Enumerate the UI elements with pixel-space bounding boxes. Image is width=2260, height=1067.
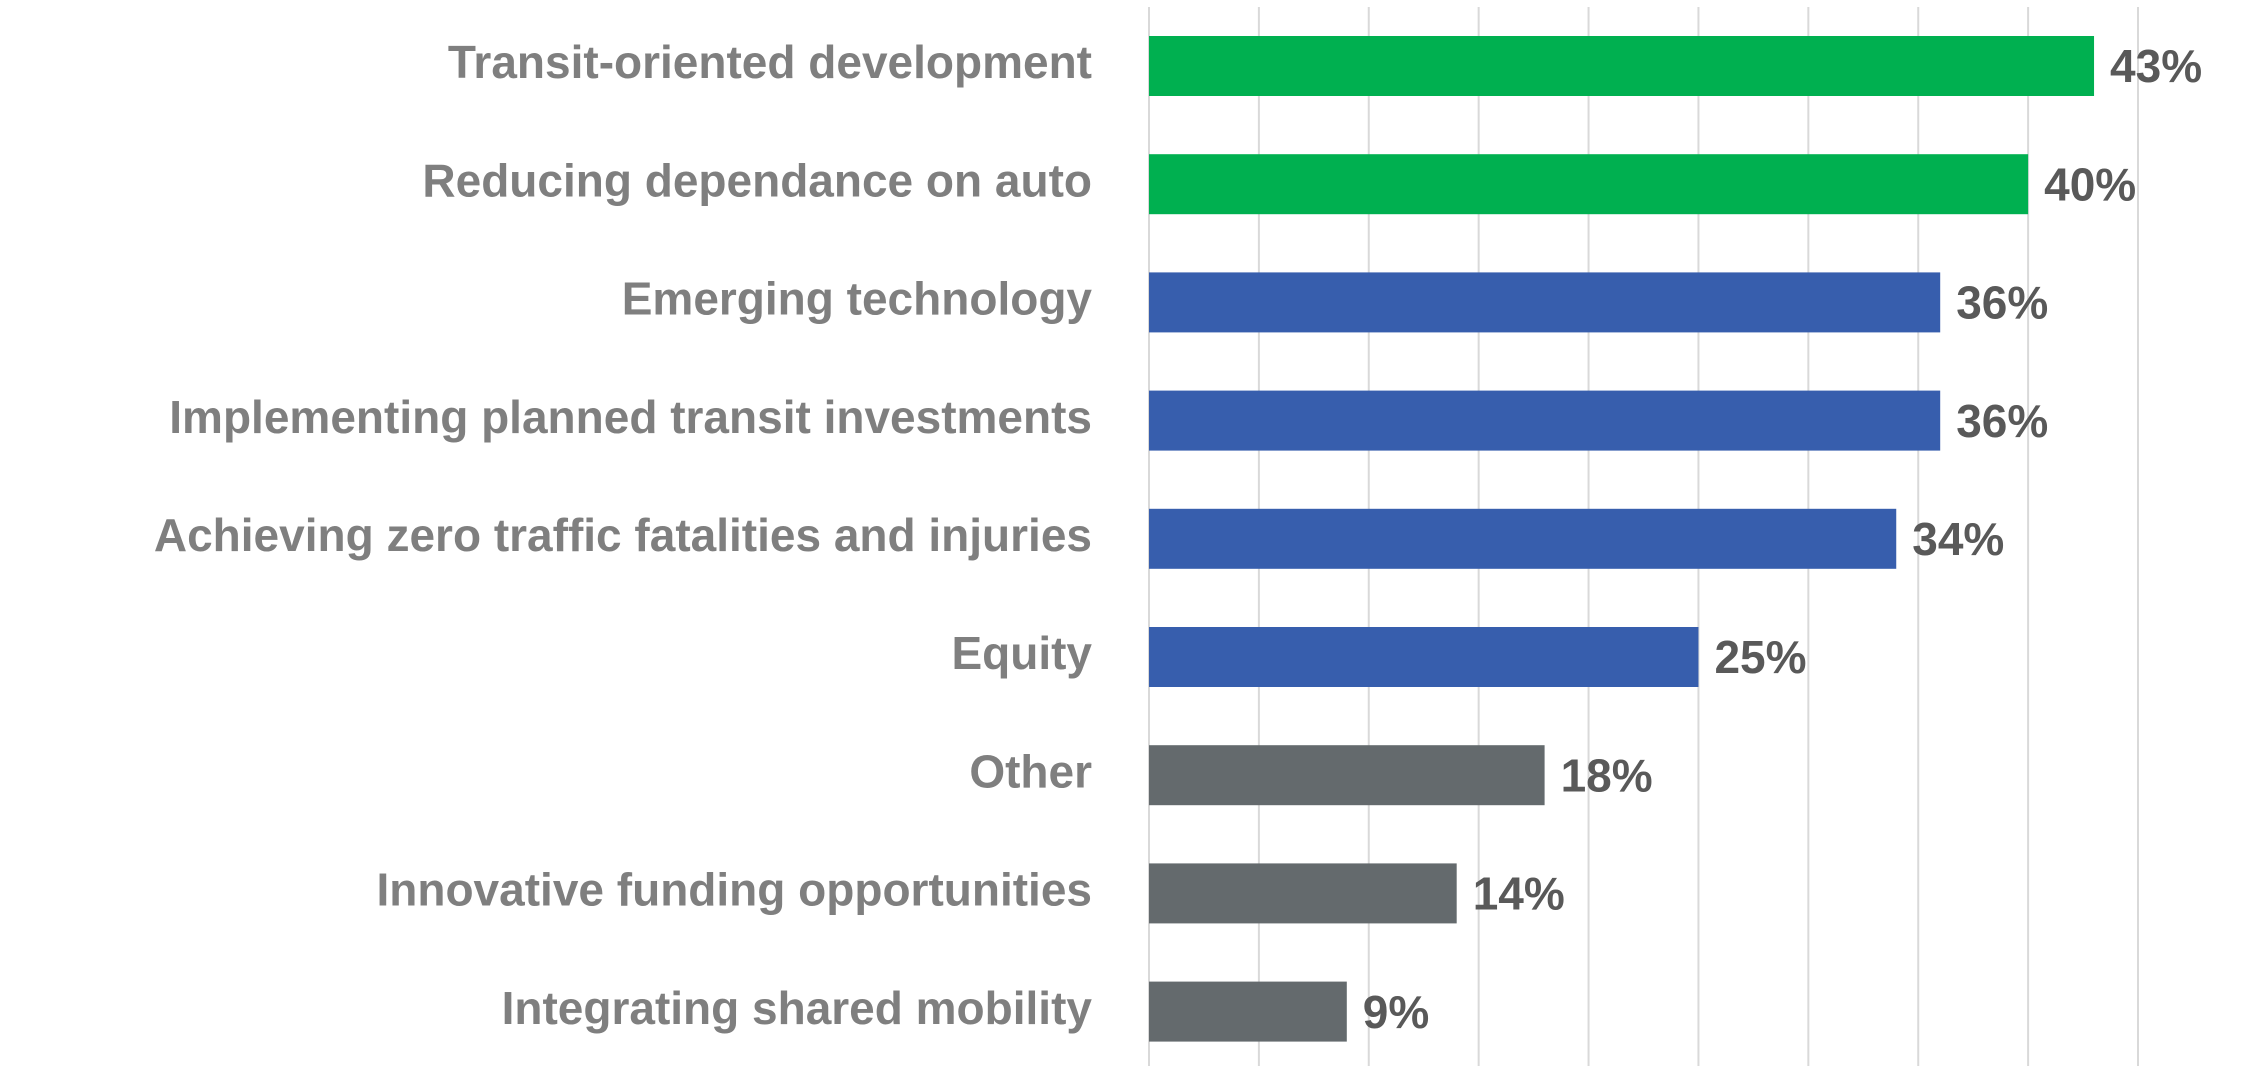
value-label: 9% (1363, 986, 1429, 1038)
category-label: Innovative funding opportunities (376, 864, 1092, 916)
value-label: 43% (2110, 40, 2202, 92)
category-label: Emerging technology (622, 273, 1093, 325)
category-label: Equity (951, 627, 1092, 679)
category-label: Integrating shared mobility (502, 982, 1093, 1034)
value-label: 34% (1912, 513, 2004, 565)
category-label: Implementing planned transit investments (169, 391, 1092, 443)
bar (1149, 154, 2029, 215)
bar (1149, 272, 1941, 333)
value-label: 40% (2044, 158, 2136, 210)
value-label: 25% (1714, 631, 1806, 683)
category-label: Transit-oriented development (448, 36, 1092, 88)
category-label: Other (969, 745, 1092, 797)
bar (1149, 627, 1699, 687)
category-label: Reducing dependance on auto (422, 154, 1092, 206)
bar (1149, 36, 2095, 96)
bar (1149, 863, 1457, 924)
category-label: Achieving zero traffic fatalities and in… (154, 509, 1092, 561)
value-label: 14% (1473, 868, 1565, 920)
bar (1149, 390, 1941, 451)
value-label: 36% (1956, 395, 2048, 447)
value-label: 18% (1561, 749, 1653, 801)
bar (1149, 745, 1545, 806)
value-label: 36% (1956, 277, 2048, 329)
bar (1149, 508, 1897, 569)
bar (1149, 981, 1347, 1042)
